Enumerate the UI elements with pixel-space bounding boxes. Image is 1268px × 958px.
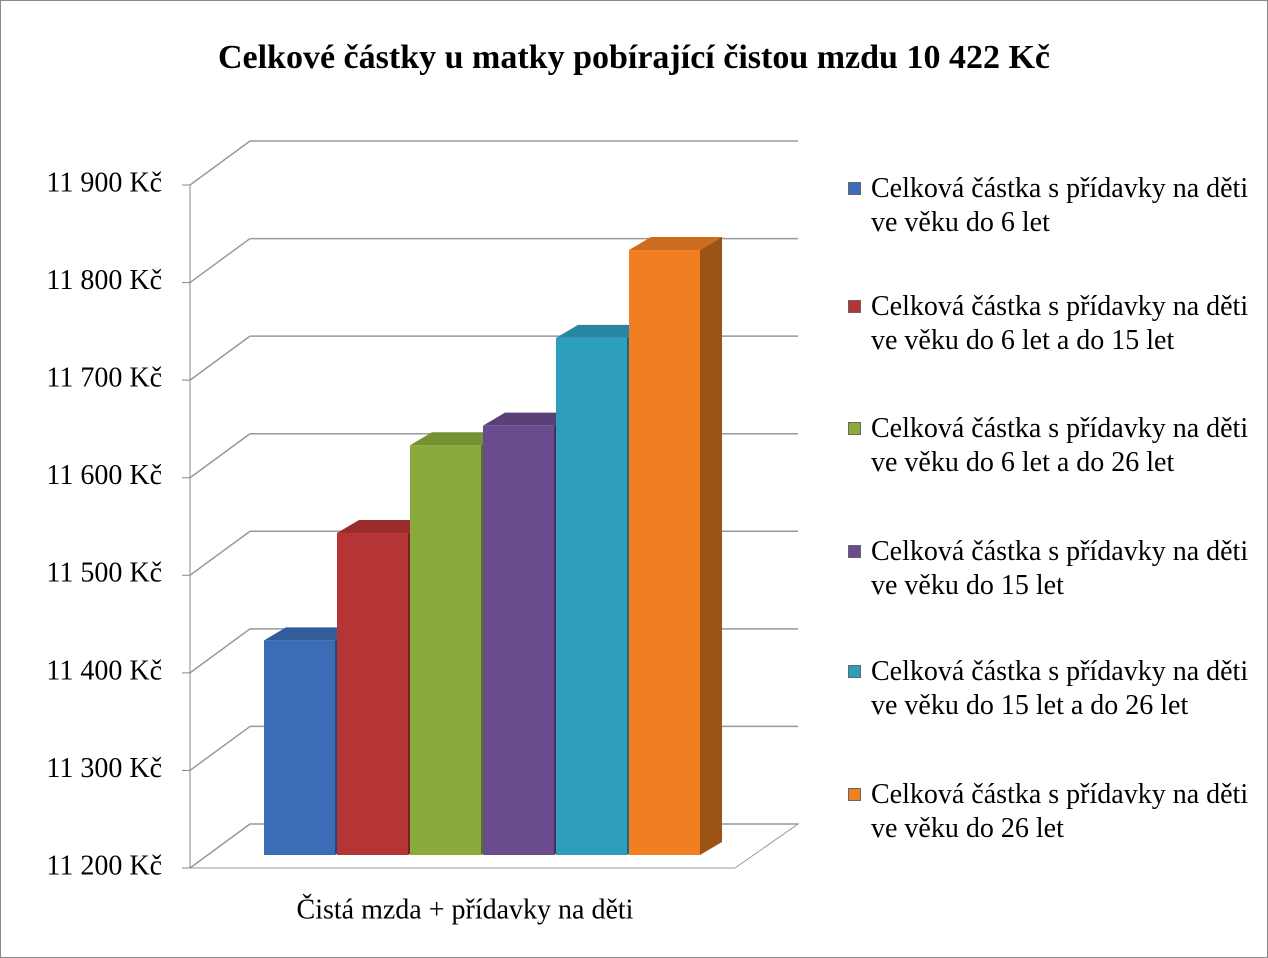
grid-diagonal [189,530,251,576]
legend-label: Celková částka s přídavky na děti ve věk… [871,536,1249,601]
legend-swatch [848,788,861,801]
y-tick-label: 11 200 Kč [46,850,162,881]
bar [337,533,408,855]
legend-item: Celková částka s přídavky na děti ve věk… [848,655,1258,723]
x-tick-label: Čistá mzda + přídavky na děti [297,894,634,925]
bar [410,445,481,855]
legend-item: Celková částka s přídavky na děti ve věk… [848,778,1258,846]
bar-top [337,520,430,534]
bar [629,250,700,856]
y-tick-label: 11 300 Kč [46,753,162,784]
bar-top [556,324,649,338]
grid-diagonal [189,335,251,381]
bar-top [629,237,722,251]
legend-item: Celková částka s přídavky na děti ve věk… [848,535,1258,603]
grid-diagonal [189,237,251,284]
bar-top [264,627,357,641]
legend-label: Celková částka s přídavky na děti ve věk… [871,656,1249,721]
bar [264,640,335,855]
y-tick-label: 11 900 Kč [46,167,162,198]
y-tick-label: 11 800 Kč [46,265,162,296]
grid-diagonal [189,725,251,772]
y-tick-label: 11 400 Kč [46,655,162,686]
grid-diagonal [189,628,251,674]
legend-swatch [848,300,861,313]
legend-label: Celková částka s přídavky na děti ve věk… [871,413,1249,478]
legend-swatch [848,665,861,678]
legend-label: Celková částka s přídavky na děti ve věk… [871,173,1249,238]
grid-diagonal [189,433,251,479]
legend-label: Celková částka s přídavky na děti ve věk… [871,779,1249,844]
y-tick-label: 11 500 Kč [46,558,162,589]
legend-item: Celková částka s přídavky na děti ve věk… [848,412,1258,480]
legend-swatch [848,422,861,435]
legend-swatch [848,545,861,558]
grid-diagonal [189,140,251,186]
legend-item: Celková částka s přídavky na děti ve věk… [848,172,1258,240]
y-tick-label: 11 600 Kč [46,460,162,491]
bar-top [410,432,503,446]
bar [483,425,554,855]
y-tick-label: 11 700 Kč [46,363,162,394]
bar-top [483,412,576,426]
bar-side [700,237,722,856]
bar [556,337,627,855]
chart-title: Celkové částky u matky pobírající čistou… [218,39,1050,76]
legend-label: Celková částka s přídavky na děti ve věk… [871,291,1249,356]
legend-swatch [848,182,861,195]
grid-diagonal [189,823,251,869]
legend-item: Celková částka s přídavky na děti ve věk… [848,290,1258,358]
